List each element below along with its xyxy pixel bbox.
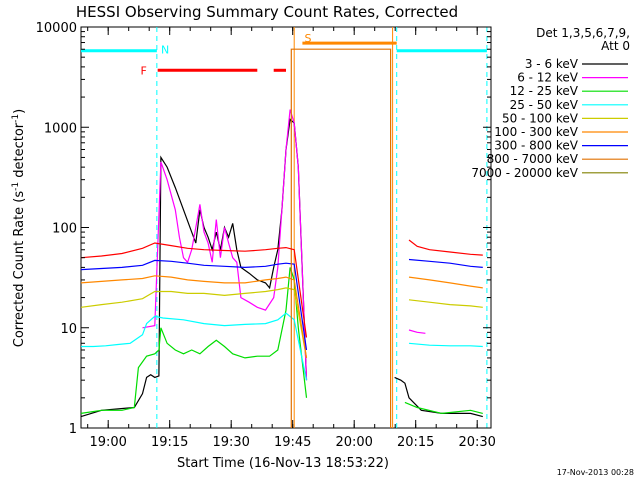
series-layer [80,48,483,428]
legend-label: 800 - 7000 keV [487,152,579,166]
series-4-line [408,299,483,308]
legend-label: 7000 - 20000 keV [471,166,578,180]
x-tick-label: 20:15 [397,435,434,450]
y-axis-label: Corrected Count Rate (s-1 detector-1) [11,109,27,347]
x-tick-label: 19:45 [274,435,311,450]
legend-label: 100 - 300 keV [494,125,578,139]
legend-header-1: Det 1,3,5,6,7,9, [536,26,630,40]
flare-flag-label: F [140,64,146,77]
series-2-line [404,401,483,415]
extra-series-0-line [80,242,308,338]
legend-label: 25 - 50 keV [510,98,579,112]
night-flag-label: N [161,44,169,57]
series-6-line [408,258,483,268]
series-2-line [80,267,308,414]
y-tick-label: 10 [60,322,77,337]
y-tick-label: 10000 [36,21,77,36]
series-1-line [142,109,308,381]
series-3-line [408,342,483,348]
x-tick-label: 20:00 [335,435,372,450]
series-7-line [290,48,392,428]
x-tick-label: 20:30 [458,435,495,450]
legend-label: 3 - 6 keV [525,57,579,71]
series-0-line [80,118,308,418]
series-5-line [80,275,308,358]
series-5-line [408,276,483,289]
y-tick-label: 1000 [44,121,77,136]
timestamp: 17-Nov-2013 00:28 [557,468,634,477]
series-0-line [394,376,483,418]
legend-header-2: Att 0 [601,39,630,53]
axis-ticks: 1 10 100 1000 10000 19:00 19:15 19:30 19:45 20:00… [36,21,496,450]
legend-label: 6 - 12 keV [517,71,579,85]
saa-flag-label: S [304,32,311,45]
x-tick-label: 19:30 [212,435,249,450]
x-tick-label: 19:00 [89,435,126,450]
flags: N F S [81,27,488,428]
y-tick-label: 100 [52,222,77,237]
x-tick-label: 19:15 [151,435,188,450]
series-1-line [408,329,426,334]
legend-label: 300 - 800 keV [494,139,578,153]
y-tick-label: 1 [69,422,77,437]
series-3-line [81,312,308,381]
series-4-line [80,287,308,359]
series-6-line [80,259,308,351]
legend-label: 12 - 25 keV [510,84,579,98]
legend-label: 50 - 100 keV [502,111,579,125]
x-axis-label: Start Time (16-Nov-13 18:53:22) [177,456,389,471]
chart-title: HESSI Observing Summary Count Rates, Cor… [76,3,458,21]
extra-series-0-line [408,239,483,256]
